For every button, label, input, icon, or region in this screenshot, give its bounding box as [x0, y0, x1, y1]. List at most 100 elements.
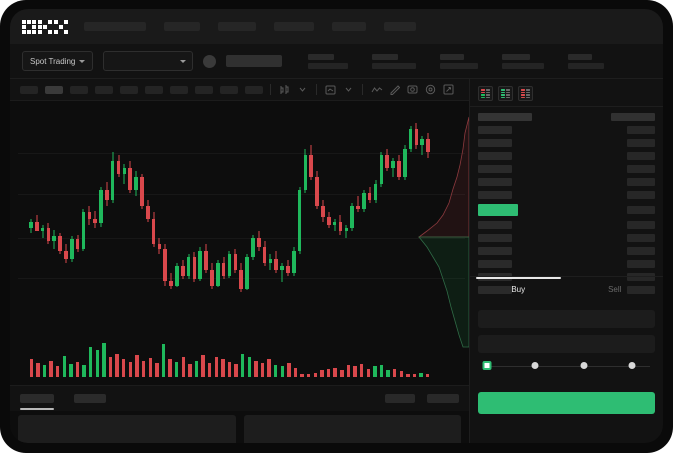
orderbook-size-cell	[611, 113, 655, 121]
orderbook-row[interactable]	[478, 234, 655, 242]
orderbook-row[interactable]	[478, 247, 655, 255]
candle	[204, 101, 208, 306]
candle	[105, 101, 109, 306]
bottom-panel-1[interactable]	[243, 415, 461, 443]
timeframe-button-4[interactable]	[120, 85, 138, 94]
candle-body	[391, 161, 395, 168]
price-chart-panel[interactable]	[10, 101, 469, 385]
slider-stop-50[interactable]	[580, 362, 588, 369]
orders-action-1[interactable]	[427, 394, 459, 403]
volume-bar	[392, 368, 397, 377]
settings-icon[interactable]	[424, 83, 437, 96]
timeframe-button-2[interactable]	[70, 85, 88, 94]
both-sides-icon[interactable]	[478, 86, 493, 101]
candle	[332, 101, 337, 306]
slider-stop-75[interactable]	[628, 362, 636, 369]
chart-type-chevron-icon[interactable]	[296, 83, 309, 96]
tab-buy[interactable]: Buy	[470, 277, 567, 302]
nav-item-0[interactable]	[84, 22, 146, 31]
asks-only-icon[interactable]	[518, 86, 533, 101]
candle	[46, 101, 51, 306]
indicators-icon[interactable]	[324, 83, 337, 96]
volume-bar	[366, 368, 370, 377]
orderbook-row[interactable]	[478, 221, 655, 229]
orderbook[interactable]	[470, 106, 663, 294]
orderbook-row[interactable]	[478, 178, 655, 186]
candlestick-chart[interactable]	[10, 101, 469, 306]
candle	[175, 101, 179, 306]
bottom-panel-0[interactable]	[18, 415, 236, 443]
mode-col-right	[526, 89, 530, 98]
orders-tab-1[interactable]	[74, 394, 106, 403]
timeframe-button-3[interactable]	[95, 85, 113, 94]
timeframe-button-9[interactable]	[245, 85, 263, 94]
tab-sell[interactable]: Sell	[567, 277, 664, 302]
market-stat-value	[502, 62, 545, 69]
timeframe-button-0[interactable]	[20, 85, 38, 94]
trading-mode-selector[interactable]: Spot Trading	[22, 51, 94, 71]
volume-bar	[122, 359, 126, 377]
candle-body	[145, 205, 150, 219]
candle-body	[338, 221, 343, 232]
nav-item-4[interactable]	[332, 22, 366, 31]
orderbook-row[interactable]	[478, 191, 655, 199]
candle	[356, 101, 360, 306]
drawing-tools-icon[interactable]	[388, 83, 401, 96]
orderbook-row[interactable]	[478, 286, 655, 294]
market-stat-label	[502, 53, 531, 60]
volume-bar	[174, 361, 179, 377]
candle	[163, 101, 168, 306]
volume-bar	[287, 362, 291, 377]
orderbook-price-cell	[478, 113, 532, 121]
orderbook-trade-panel: Buy Sell	[469, 79, 663, 443]
volume-bar	[141, 360, 146, 377]
timeframe-button-7[interactable]	[195, 85, 213, 94]
line-chart-icon[interactable]	[370, 83, 383, 96]
bids-only-icon[interactable]	[498, 86, 513, 101]
nav-item-5[interactable]	[384, 22, 416, 31]
order-price-field[interactable]	[478, 310, 655, 328]
nav-item-2[interactable]	[218, 22, 256, 31]
fullscreen-icon[interactable]	[442, 83, 455, 96]
timeframe-button-5[interactable]	[145, 85, 163, 94]
candle	[245, 101, 249, 306]
candlestick-chart-icon[interactable]	[278, 83, 291, 96]
orders-tab-0[interactable]	[20, 394, 54, 410]
volume-bar	[425, 374, 430, 377]
slider-stop-25[interactable]	[531, 362, 539, 369]
chart-gridline	[18, 193, 465, 195]
orderbook-row[interactable]	[478, 260, 655, 268]
amount-percent-slider[interactable]	[480, 360, 653, 374]
candle-body	[29, 221, 33, 229]
okx-logo[interactable]	[22, 19, 68, 34]
candle-body	[239, 269, 243, 289]
slider-stop-0[interactable]	[482, 361, 492, 370]
nav-item-3[interactable]	[274, 22, 314, 31]
timeframe-button-6[interactable]	[170, 85, 188, 94]
submit-buy-button[interactable]	[478, 392, 655, 414]
orderbook-size-cell	[627, 152, 655, 160]
orderbook-row[interactable]	[478, 152, 655, 160]
orderbook-size-cell	[627, 165, 655, 173]
orderbook-row[interactable]	[478, 204, 655, 216]
trading-pair-selector[interactable]	[103, 51, 194, 71]
nav-item-1[interactable]	[164, 22, 200, 31]
order-amount-field[interactable]	[478, 335, 655, 353]
orders-action-0[interactable]	[385, 394, 415, 403]
nav-items	[84, 22, 416, 31]
volume-bar	[221, 359, 225, 377]
volume-bar	[102, 343, 106, 377]
orders-tab-actions	[385, 394, 459, 403]
orderbook-row[interactable]	[478, 165, 655, 173]
volume-bar	[267, 359, 271, 377]
orderbook-row[interactable]	[478, 126, 655, 134]
timeframe-button-1[interactable]	[45, 85, 63, 94]
candle-body	[309, 154, 314, 178]
orderbook-size-cell	[627, 234, 655, 242]
logo-letter-o-icon	[22, 19, 36, 34]
orderbook-row[interactable]	[478, 139, 655, 147]
timeframe-button-8[interactable]	[220, 85, 238, 94]
candle	[210, 101, 214, 306]
indicators-chevron-icon[interactable]	[342, 83, 355, 96]
snapshot-icon[interactable]	[406, 83, 419, 96]
